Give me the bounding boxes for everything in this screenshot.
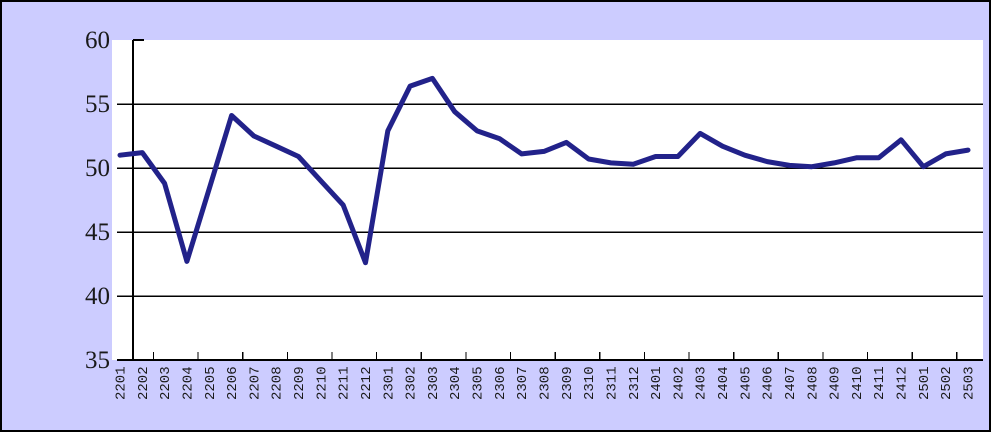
x-axis-tick-label: 2212 bbox=[359, 366, 375, 400]
x-axis-tick-label: 2310 bbox=[582, 366, 598, 400]
x-axis-tick-label: 2502 bbox=[939, 366, 955, 400]
x-axis-tick-label: 2210 bbox=[314, 366, 330, 400]
x-axis-tick-label: 2302 bbox=[404, 366, 420, 400]
x-axis-tick-label: 2308 bbox=[538, 366, 554, 400]
x-axis-tick-label: 2205 bbox=[203, 366, 219, 400]
axis-layer bbox=[117, 39, 983, 361]
y-axis-tick-label: 40 bbox=[85, 283, 110, 310]
x-axis-tick-label: 2207 bbox=[247, 366, 263, 400]
x-axis-tick-label: 2307 bbox=[515, 366, 531, 400]
x-axis-tick-label: 2305 bbox=[471, 366, 487, 400]
x-axis-tick-label: 2204 bbox=[180, 366, 196, 400]
data-line-series bbox=[117, 75, 971, 266]
x-axis-tick-label: 2412 bbox=[895, 366, 911, 400]
y-axis-tick-label: 50 bbox=[85, 155, 110, 182]
x-axis-tick-label: 2401 bbox=[649, 366, 665, 400]
x-axis-tick-label: 2303 bbox=[426, 366, 442, 400]
y-axis-tick-label: 60 bbox=[85, 27, 110, 54]
x-axis-tick-label: 2311 bbox=[604, 366, 620, 400]
x-axis-tick-label: 2309 bbox=[560, 366, 576, 400]
x-axis-tick-label: 2503 bbox=[962, 366, 978, 400]
x-axis-tick-label: 2206 bbox=[225, 366, 241, 400]
x-axis-tick-label: 2409 bbox=[828, 366, 844, 400]
x-axis-tick-label: 2201 bbox=[114, 366, 130, 400]
x-axis-tick-label: 2301 bbox=[381, 366, 397, 400]
x-axis-tick-label: 2403 bbox=[694, 366, 710, 400]
x-axis-tick-label: 2404 bbox=[716, 366, 732, 400]
x-axis-tick-label: 2203 bbox=[158, 366, 174, 400]
plot-area bbox=[112, 40, 983, 360]
x-axis-tick-label: 2211 bbox=[337, 366, 353, 400]
gridline-layer bbox=[117, 103, 983, 297]
axis-label-layer: 35 40 45 50 55 60 2201 2202 2203 2204 2205 2206 2207… bbox=[85, 27, 978, 400]
y-axis-tick-label: 55 bbox=[85, 91, 110, 118]
x-axis-tick-label: 2405 bbox=[738, 366, 754, 400]
data-series-layer bbox=[117, 75, 971, 266]
x-axis-tick-label: 2407 bbox=[783, 366, 799, 400]
x-axis-tick-label: 2408 bbox=[805, 366, 821, 400]
y-axis-tick-label: 35 bbox=[85, 347, 110, 374]
x-axis-tick-label: 2402 bbox=[671, 366, 687, 400]
x-axis-tick-label: 2411 bbox=[872, 366, 888, 400]
x-axis-tick-label: 2306 bbox=[493, 366, 509, 400]
x-axis-tick-label: 2209 bbox=[292, 366, 308, 400]
x-axis-tick-label: 2202 bbox=[136, 366, 152, 400]
x-axis-tick-label: 2304 bbox=[448, 366, 464, 400]
y-axis-tick-label: 45 bbox=[85, 219, 110, 246]
x-axis-tick-label: 2406 bbox=[761, 366, 777, 400]
x-axis-tick-label: 2208 bbox=[270, 366, 286, 400]
x-axis-tick-label: 2312 bbox=[627, 366, 643, 400]
x-axis-tick-label: 2410 bbox=[850, 366, 866, 400]
x-axis-tick-label: 2501 bbox=[917, 366, 933, 400]
